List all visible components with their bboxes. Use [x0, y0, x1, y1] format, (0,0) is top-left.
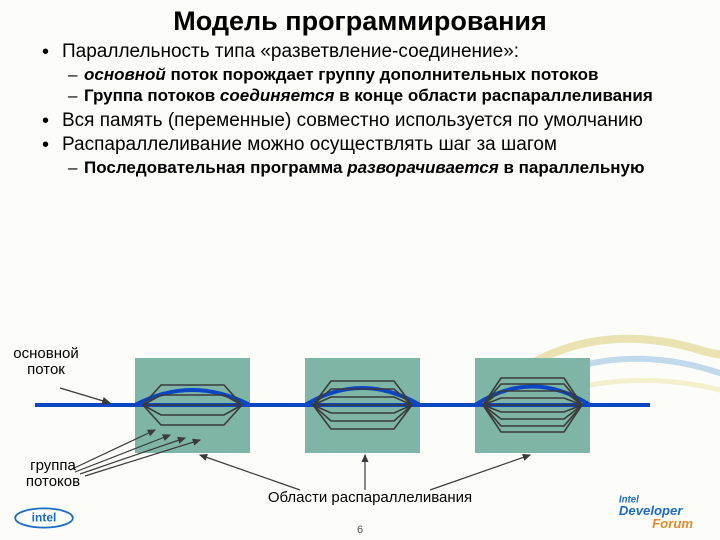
label-regions: Области распараллеливания — [245, 490, 495, 506]
main-bullets: Параллельность типа «разветвление-соедин… — [0, 41, 720, 177]
svg-text:intel: intel — [32, 511, 57, 525]
bullet-1: Параллельность типа «разветвление-соедин… — [62, 41, 690, 106]
label-thread-group: группапотоков — [18, 458, 88, 490]
diagram-svg — [0, 340, 720, 510]
label-main-thread: основнойпоток — [6, 346, 86, 378]
svg-text:Forum: Forum — [652, 516, 693, 531]
bullet-2: Вся память (переменные) совместно исполь… — [62, 110, 690, 132]
bullet-1-2: Группа потоков соединяется в конце облас… — [84, 86, 690, 106]
bullet-3-text: Распараллеливание можно осуществлять шаг… — [62, 134, 557, 155]
bullet-1-1: основной поток порождает группу дополнит… — [84, 65, 690, 85]
fork-join-diagram: основнойпоток группапотоков Области расп… — [0, 340, 720, 510]
page-number: 6 — [357, 524, 363, 536]
bullet-3: Распараллеливание можно осуществлять шаг… — [62, 134, 690, 177]
bullet-3-1: Последовательная программа разворачивает… — [84, 158, 690, 178]
bullet-1-text: Параллельность типа «разветвление-соедин… — [62, 41, 519, 62]
slide-title: Модель программирования — [0, 0, 720, 37]
